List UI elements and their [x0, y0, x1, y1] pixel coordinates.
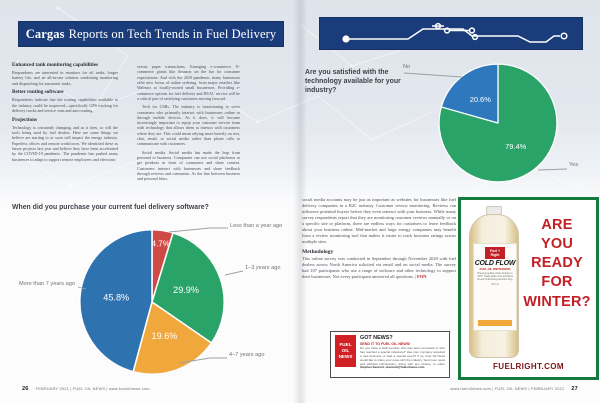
article-paragraph: Social media. Social media has made the …	[137, 149, 240, 182]
cold-flow-bottle: Fuel + Right COLD FLOW FUEL OIL WINTERIZ…	[469, 206, 519, 358]
left-footer-text: FEBRUARY 2021 | FUEL OIL NEWS | www.fuel…	[35, 386, 150, 391]
brand-line: Right	[490, 252, 500, 257]
circuit-decoration-banner	[320, 18, 582, 49]
bottle-label: Fuel + Right COLD FLOW FUEL OIL WINTERIZ…	[473, 243, 517, 331]
article-column-3: social media accounts may be just as imp…	[302, 197, 456, 283]
pie-label-less-than-year: Less than a year ago	[230, 223, 283, 229]
satisfaction-pie-chart: 79.4% 20.6%	[436, 61, 560, 185]
got-news-box: FUEL OIL NEWS GOT NEWS? SEND IT TO FUEL …	[330, 331, 450, 378]
article-title-banner: Cargas Reports on Tech Trends in Fuel De…	[19, 22, 283, 46]
got-news-body-text: Do you have a staff member who has been …	[360, 346, 445, 366]
fuel-right-advertisement: Fuel + Right COLD FLOW FUEL OIL WINTERIZ…	[458, 197, 599, 380]
purchase-pie-chart: 4.7% 29.9% 19.6% 45.8%	[76, 226, 228, 378]
svg-text:20.6%: 20.6%	[470, 95, 491, 104]
got-news-body: Do you have a staff member who has been …	[360, 346, 445, 370]
article-section: Projections Technology is constantly cha…	[12, 116, 118, 162]
pie-label-more-than-7-years: More than 7 years ago	[19, 281, 75, 287]
end-of-article-mark: FON	[417, 273, 427, 279]
article-paragraph: social media accounts may be just as imp…	[302, 197, 456, 244]
ad-headline-line: WINTER?	[523, 293, 591, 310]
article-paragraph: versus paper transactions. Emerging e-co…	[137, 64, 240, 101]
ad-headline: ARE YOU READY FOR WINTER?	[519, 216, 595, 312]
page-fold-shadow	[293, 0, 307, 403]
satisfaction-chart-question: Are you satisfied with the technology av…	[305, 69, 401, 95]
got-news-contact: Stephen Bennett, sbennett@fueloilnews.co…	[360, 365, 426, 370]
article-section: Enhanced tank monitoring capabilities Re…	[12, 62, 118, 86]
section-heading: Projections	[12, 116, 37, 123]
fuel-oil-news-logo: FUEL OIL NEWS	[335, 335, 356, 367]
article-section: Better routing software Respondents indi…	[12, 89, 118, 113]
product-name: COLD FLOW	[474, 259, 516, 267]
bottle-body: Fuel + Right COLD FLOW FUEL OIL WINTERIZ…	[469, 214, 519, 358]
ad-headline-line: FOR	[541, 274, 573, 291]
svg-text:79.4%: 79.4%	[505, 142, 526, 151]
pie-label-yes: Yes	[569, 162, 579, 168]
got-news-subheadline: SEND IT TO FUEL OIL NEWS!	[360, 342, 411, 346]
left-page-footer: 26 FEBRUARY 2021 | FUEL OIL NEWS | www.fu…	[22, 386, 150, 392]
product-size: 32 fl oz	[491, 282, 499, 286]
section-heading: Better routing software	[12, 89, 64, 96]
section-body: Technology is constantly changing, and a…	[12, 124, 118, 162]
circuit-trace-icon	[342, 22, 568, 43]
svg-text:4.7%: 4.7%	[152, 239, 170, 248]
right-page-number: 27	[571, 386, 578, 392]
product-subtitle: FUEL OIL WINTERIZER	[479, 267, 511, 271]
ad-website: FUELRIGHT.COM	[493, 362, 564, 371]
svg-text:29.9%: 29.9%	[173, 285, 199, 295]
svg-text:45.8%: 45.8%	[103, 292, 129, 302]
svg-text:19.6%: 19.6%	[152, 331, 178, 341]
product-details: Prevents gelling of fuel oil down to -40…	[477, 272, 513, 281]
article-paragraph: Tech for CSRs. The industry is transitio…	[137, 104, 240, 147]
pie-label-1-3-years: 1–3 years ago	[245, 265, 281, 271]
ad-headline-line: YOU	[540, 236, 574, 253]
article-column-2: versus paper transactions. Emerging e-co…	[137, 64, 240, 185]
got-news-headline: GOT NEWS?	[360, 335, 393, 341]
brand-name: Cargas	[25, 26, 65, 41]
section-body: Respondents indicate that the routing ca…	[12, 97, 118, 113]
brand-line: Fuel +	[490, 248, 500, 253]
got-news-content: GOT NEWS? SEND IT TO FUEL OIL NEWS! Do y…	[360, 335, 445, 374]
logo-line: FUEL	[339, 342, 352, 348]
fuel-right-brand-badge: Fuel + Right	[485, 247, 505, 259]
methodology-body: This online survey was conducted in Sept…	[302, 255, 456, 279]
pie-label-4-7-years: 4–7 years ago	[229, 352, 265, 358]
article-column-1: Enhanced tank monitoring capabilities Re…	[12, 62, 118, 166]
ad-headline-line: READY	[531, 255, 583, 272]
methodology-paragraph: This online survey was conducted in Sept…	[302, 256, 456, 280]
methodology-heading: Methodology	[302, 248, 334, 255]
section-body: Respondents are interested in monitors f…	[12, 69, 118, 86]
article-title: Reports on Tech Trends in Fuel Delivery	[68, 26, 277, 41]
left-page-number: 26	[22, 386, 29, 392]
ad-headline-line: ARE	[541, 217, 573, 233]
section-heading: Enhanced tank monitoring capabilities	[12, 62, 99, 68]
logo-line: OIL	[341, 348, 350, 354]
purchase-chart-title: When did you purchase your current fuel …	[12, 204, 209, 211]
right-footer-text: www.fueloilnews.com | FUEL OIL NEWS | FE…	[450, 386, 565, 391]
right-page-footer: www.fueloilnews.com | FUEL OIL NEWS | FE…	[450, 386, 578, 392]
logo-line: NEWS	[338, 353, 353, 359]
pie-label-no: No	[403, 64, 411, 70]
label-orange-band	[478, 320, 512, 326]
